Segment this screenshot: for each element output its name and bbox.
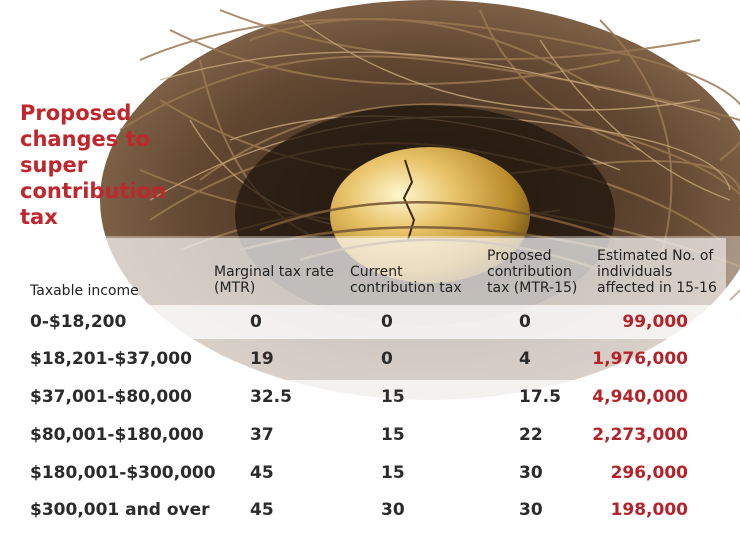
cell-income: $180,001-$300,000 — [30, 463, 216, 483]
table-row: $18,201-$37,000 19 0 4 1,976,000 — [16, 342, 726, 376]
cell-current: 15 — [381, 425, 405, 445]
cell-mtr: 0 — [250, 312, 262, 332]
cell-mtr: 32.5 — [250, 387, 292, 407]
cell-income: $300,001 and over — [30, 500, 210, 520]
cell-mtr: 45 — [250, 463, 274, 483]
table-row: $300,001 and over 45 30 30 198,000 — [16, 493, 726, 527]
header-estimated-individuals: Estimated No. of individuals affected in… — [597, 248, 717, 296]
header-current-contribution-tax: Current contribution tax — [350, 264, 462, 296]
cell-proposed: 17.5 — [519, 387, 561, 407]
header-proposed-contribution-tax: Proposed contribution tax (MTR-15) — [487, 248, 578, 296]
cell-estimated: 2,273,000 — [592, 425, 688, 445]
cell-current: 15 — [381, 463, 405, 483]
cell-estimated: 99,000 — [622, 312, 688, 332]
page-title: Proposed changes to super contribution t… — [20, 101, 167, 229]
cell-proposed: 22 — [519, 425, 543, 445]
cell-mtr: 37 — [250, 425, 274, 445]
cell-proposed: 30 — [519, 463, 543, 483]
cell-income: $37,001-$80,000 — [30, 387, 192, 407]
cell-current: 0 — [381, 312, 393, 332]
cell-mtr: 19 — [250, 349, 274, 369]
cell-income: 0-$18,200 — [30, 312, 127, 332]
table-row: $180,001-$300,000 45 15 30 296,000 — [16, 456, 726, 490]
cell-current: 30 — [381, 500, 405, 520]
header-marginal-tax-rate: Marginal tax rate (MTR) — [214, 264, 334, 296]
table-row: $80,001-$180,000 37 15 22 2,273,000 — [16, 418, 726, 452]
cell-current: 0 — [381, 349, 393, 369]
cell-estimated: 198,000 — [610, 500, 688, 520]
cell-mtr: 45 — [250, 500, 274, 520]
header-taxable-income: Taxable income — [30, 283, 139, 299]
cell-current: 15 — [381, 387, 405, 407]
table-row: 0-$18,200 0 0 0 99,000 — [16, 305, 726, 339]
cell-proposed: 0 — [519, 312, 531, 332]
cell-proposed: 4 — [519, 349, 531, 369]
cell-estimated: 296,000 — [610, 463, 688, 483]
table-row: $37,001-$80,000 32.5 15 17.5 4,940,000 — [16, 380, 726, 414]
cell-proposed: 30 — [519, 500, 543, 520]
cell-income: $80,001-$180,000 — [30, 425, 204, 445]
cell-estimated: 1,976,000 — [592, 349, 688, 369]
cell-income: $18,201-$37,000 — [30, 349, 192, 369]
cell-estimated: 4,940,000 — [592, 387, 688, 407]
